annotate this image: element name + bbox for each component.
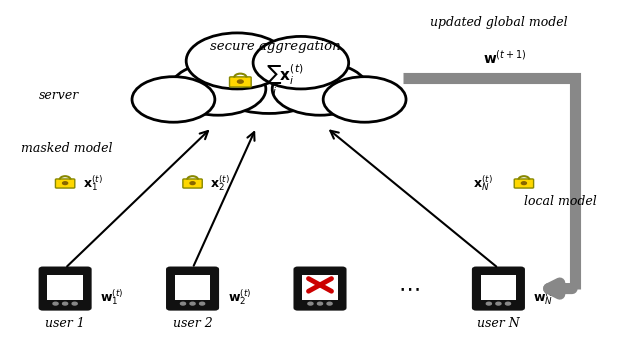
Text: $\mathbf{x}_2^{(t)}$: $\mathbf{x}_2^{(t)}$ (211, 174, 230, 193)
Text: server: server (38, 89, 79, 102)
Circle shape (327, 302, 332, 305)
Circle shape (317, 302, 323, 305)
Circle shape (190, 302, 195, 305)
FancyBboxPatch shape (167, 268, 218, 310)
Circle shape (63, 302, 68, 305)
Circle shape (53, 302, 58, 305)
Circle shape (272, 63, 368, 115)
Circle shape (186, 33, 288, 89)
FancyBboxPatch shape (294, 268, 346, 310)
FancyBboxPatch shape (175, 275, 211, 300)
Circle shape (180, 302, 186, 305)
Circle shape (253, 36, 349, 89)
Circle shape (200, 302, 205, 305)
Text: $\mathbf{w}^{(t+1)}$: $\mathbf{w}^{(t+1)}$ (483, 48, 527, 66)
FancyBboxPatch shape (230, 77, 251, 87)
Circle shape (190, 182, 195, 185)
Circle shape (170, 63, 266, 115)
FancyBboxPatch shape (183, 179, 202, 188)
Circle shape (205, 43, 333, 113)
Circle shape (496, 302, 501, 305)
Text: $\mathbf{w}_N^{(t)}$: $\mathbf{w}_N^{(t)}$ (534, 288, 557, 307)
Circle shape (72, 302, 77, 305)
FancyBboxPatch shape (47, 275, 83, 300)
Circle shape (486, 302, 492, 305)
FancyBboxPatch shape (481, 275, 516, 300)
Text: masked model: masked model (20, 142, 112, 155)
FancyBboxPatch shape (473, 268, 524, 310)
Text: $\mathbf{x}_N^{(t)}$: $\mathbf{x}_N^{(t)}$ (473, 174, 493, 193)
Circle shape (308, 302, 313, 305)
FancyBboxPatch shape (56, 179, 75, 188)
Circle shape (323, 77, 406, 122)
Text: updated global model: updated global model (429, 16, 567, 29)
Text: user 1: user 1 (45, 317, 85, 330)
Circle shape (522, 182, 527, 185)
FancyBboxPatch shape (514, 179, 534, 188)
Circle shape (63, 182, 68, 185)
Text: user 2: user 2 (173, 317, 212, 330)
Text: user N: user N (477, 317, 520, 330)
Circle shape (132, 77, 215, 122)
Text: $\mathbf{w}_2^{(t)}$: $\mathbf{w}_2^{(t)}$ (228, 288, 251, 307)
Text: $\mathbf{w}_1^{(t)}$: $\mathbf{w}_1^{(t)}$ (100, 288, 124, 307)
Circle shape (506, 302, 511, 305)
Circle shape (237, 80, 243, 83)
FancyBboxPatch shape (302, 275, 338, 300)
Text: $\sum_i \mathbf{x}_i^{(t)}$: $\sum_i \mathbf{x}_i^{(t)}$ (266, 62, 304, 98)
Text: local model: local model (524, 195, 596, 208)
FancyBboxPatch shape (40, 268, 91, 310)
Text: secure aggregation: secure aggregation (210, 40, 340, 53)
Text: $\mathbf{x}_1^{(t)}$: $\mathbf{x}_1^{(t)}$ (83, 174, 102, 193)
Text: $\cdots$: $\cdots$ (398, 277, 420, 300)
